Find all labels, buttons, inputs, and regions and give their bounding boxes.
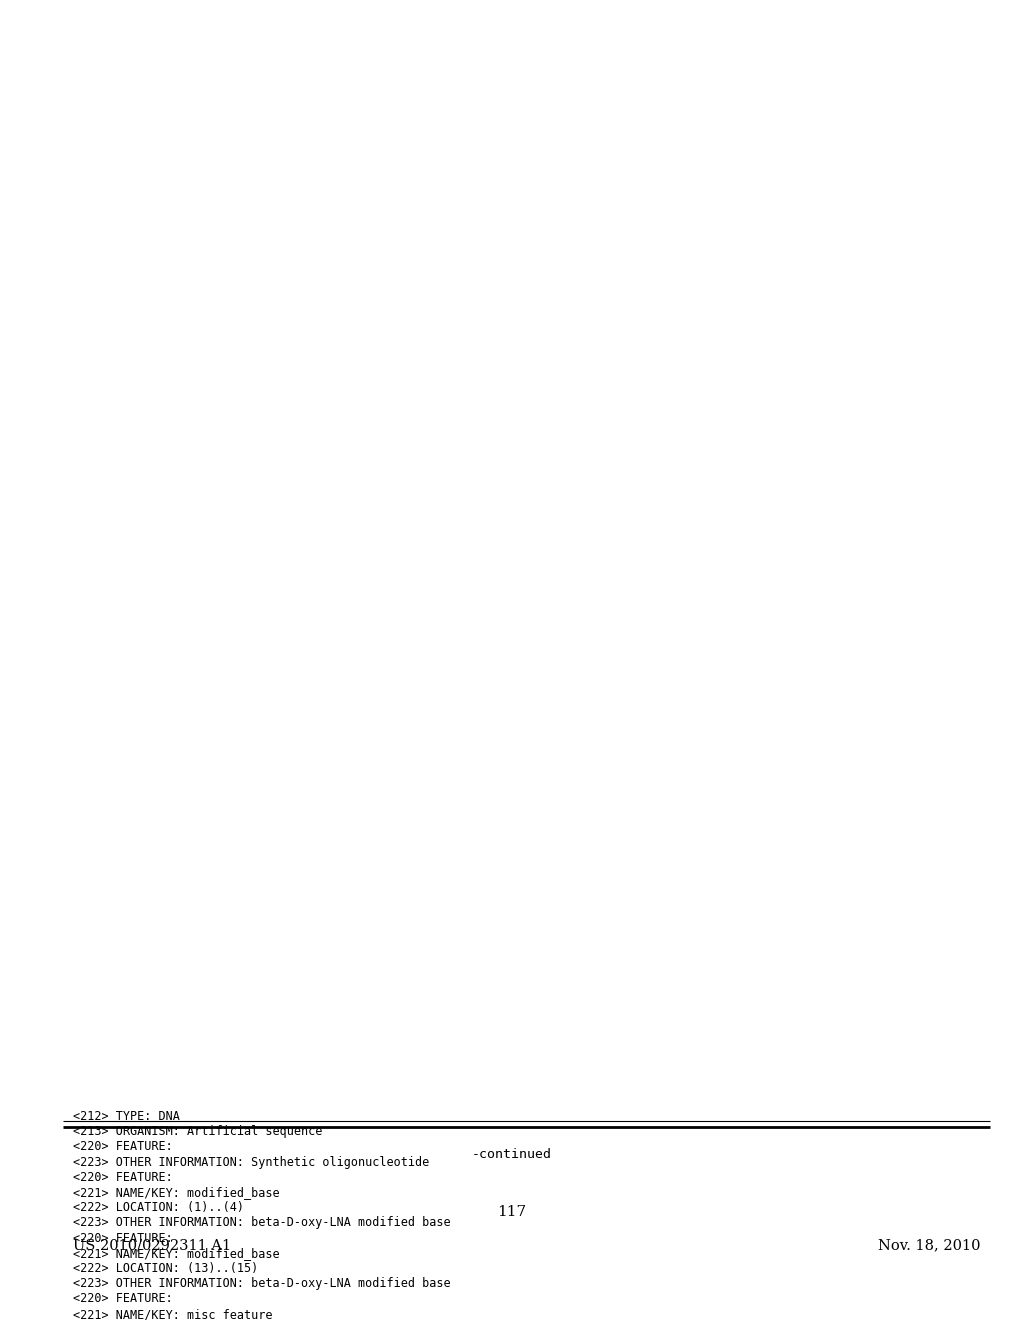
Text: US 2010/0292311 A1: US 2010/0292311 A1 xyxy=(73,1238,231,1251)
Text: <221> NAME/KEY: modified_base: <221> NAME/KEY: modified_base xyxy=(73,1185,280,1199)
Text: <220> FEATURE:: <220> FEATURE: xyxy=(73,1140,173,1154)
Text: <212> TYPE: DNA: <212> TYPE: DNA xyxy=(73,1110,180,1123)
Text: <223> OTHER INFORMATION: Synthetic oligonucleotide: <223> OTHER INFORMATION: Synthetic oligo… xyxy=(73,1155,429,1168)
Text: <222> LOCATION: (13)..(15): <222> LOCATION: (13)..(15) xyxy=(73,1262,258,1275)
Text: <220> FEATURE:: <220> FEATURE: xyxy=(73,1171,173,1184)
Text: -continued: -continued xyxy=(472,1148,552,1162)
Text: <221> NAME/KEY: modified_base: <221> NAME/KEY: modified_base xyxy=(73,1247,280,1259)
Text: <223> OTHER INFORMATION: beta-D-oxy-LNA modified base: <223> OTHER INFORMATION: beta-D-oxy-LNA … xyxy=(73,1217,451,1229)
Text: <223> OTHER INFORMATION: beta-D-oxy-LNA modified base: <223> OTHER INFORMATION: beta-D-oxy-LNA … xyxy=(73,1278,451,1290)
Text: Nov. 18, 2010: Nov. 18, 2010 xyxy=(878,1238,980,1251)
Text: <222> LOCATION: (1)..(4): <222> LOCATION: (1)..(4) xyxy=(73,1201,244,1214)
Text: <220> FEATURE:: <220> FEATURE: xyxy=(73,1292,173,1305)
Text: <213> ORGANISM: Artificial sequence: <213> ORGANISM: Artificial sequence xyxy=(73,1125,323,1138)
Text: 117: 117 xyxy=(498,1205,526,1218)
Text: <221> NAME/KEY: misc_feature: <221> NAME/KEY: misc_feature xyxy=(73,1308,272,1320)
Text: <220> FEATURE:: <220> FEATURE: xyxy=(73,1232,173,1245)
